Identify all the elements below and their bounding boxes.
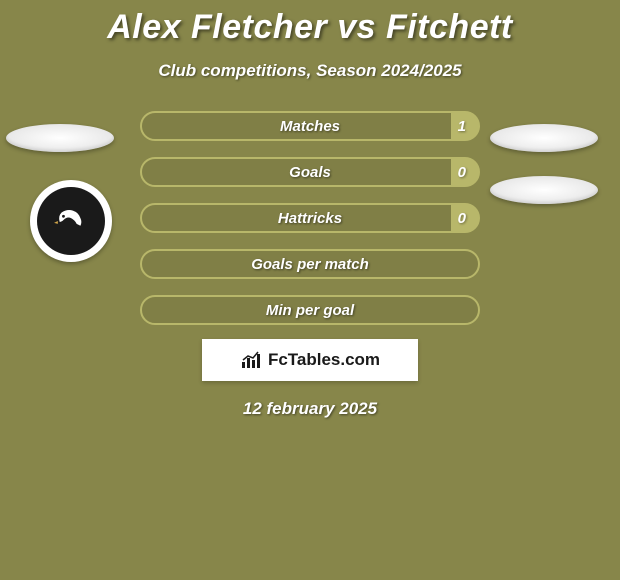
stat-bar-hattricks: Hattricks 0 <box>140 203 480 233</box>
fctables-badge[interactable]: FcTables.com <box>202 339 418 381</box>
player-placeholder-right-2 <box>490 176 598 204</box>
stat-label: Hattricks <box>278 210 342 227</box>
stat-label: Goals per match <box>251 256 369 273</box>
stat-value: 0 <box>458 164 466 181</box>
comparison-subtitle: Club competitions, Season 2024/2025 <box>0 61 620 81</box>
stat-label: Min per goal <box>266 302 354 319</box>
player-placeholder-left <box>6 124 114 152</box>
club-logo <box>30 180 112 262</box>
stat-bar-matches: Matches 1 <box>140 111 480 141</box>
stat-bar-goals-per-match: Goals per match <box>140 249 480 279</box>
stat-bar-goals: Goals 0 <box>140 157 480 187</box>
badge-text: FcTables.com <box>268 350 380 370</box>
comparison-date: 12 february 2025 <box>0 399 620 419</box>
stat-value: 0 <box>458 210 466 227</box>
stat-label: Matches <box>280 118 340 135</box>
player-placeholder-right-1 <box>490 124 598 152</box>
bird-icon <box>52 205 90 237</box>
comparison-title: Alex Fletcher vs Fitchett <box>0 0 620 47</box>
stat-bar-min-per-goal: Min per goal <box>140 295 480 325</box>
chart-icon <box>240 350 262 370</box>
stat-label: Goals <box>289 164 331 181</box>
stat-value: 1 <box>458 118 466 135</box>
